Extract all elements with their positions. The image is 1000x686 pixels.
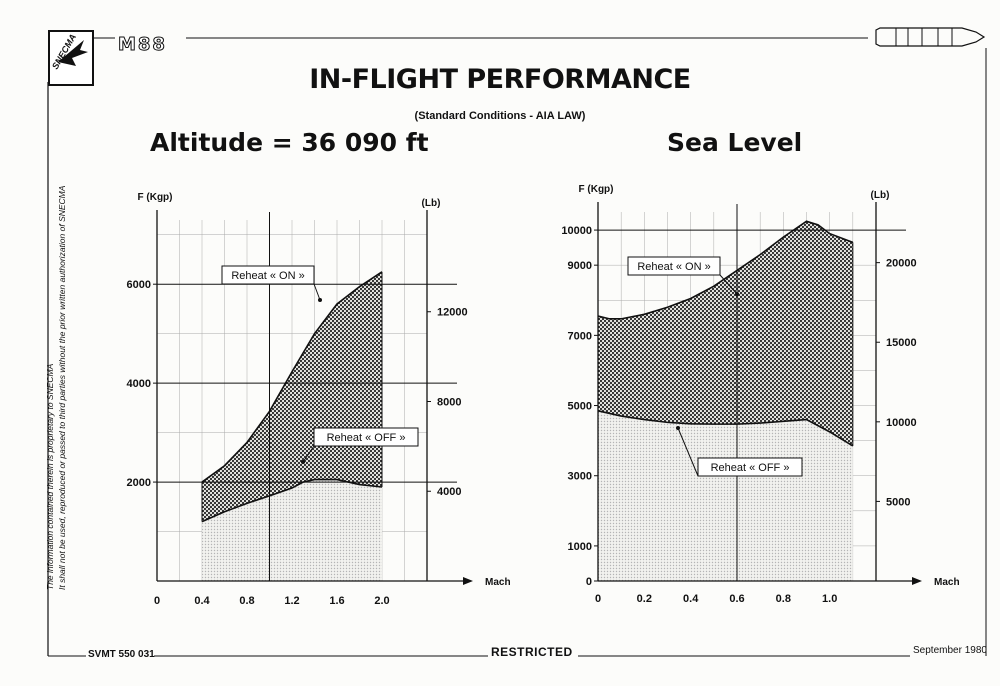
reheat-on-label-box — [627, 256, 721, 276]
x-tick-label: 0.8 — [239, 595, 254, 607]
x-tick-label: 0.4 — [683, 593, 699, 605]
reheat-off-label-leader — [302, 445, 315, 463]
y-left-tick-label: 4000 — [127, 378, 151, 390]
reheat-off-label: Reheat « OFF » — [327, 432, 406, 444]
y-right-axis-label: (Lb) — [871, 190, 890, 201]
doc-reference: SVMT 550 031 — [88, 649, 155, 660]
x-tick-label: 0.6 — [729, 593, 744, 605]
reheat-on-line — [201, 271, 383, 483]
y-right-axis-label: (Lb) — [422, 198, 441, 209]
y-left-tick-label: 2000 — [127, 477, 151, 489]
reheat-on-label-leader — [719, 274, 738, 295]
x-axis-label: Mach — [934, 577, 960, 588]
y-left-axis-label: F (Kgp) — [579, 184, 614, 195]
reheat-on-area — [202, 271, 382, 522]
reheat-on-label-arrowhead — [318, 298, 322, 302]
reheat-off-label-box — [313, 427, 419, 447]
reheat-on-label-box — [221, 265, 315, 285]
engine-silhouette-icon — [875, 27, 986, 47]
doc-date: September 1980 — [913, 645, 987, 656]
y-right-tick-label: 20000 — [886, 258, 917, 270]
reheat-off-label-box — [697, 457, 803, 477]
y-right-tick-label: 5000 — [886, 496, 910, 508]
reheat-on-label: Reheat « ON » — [231, 270, 304, 282]
reheat-on-label-leader — [313, 283, 321, 301]
reheat-off-label: Reheat « OFF » — [711, 462, 790, 474]
reheat-off-line — [597, 410, 854, 447]
reheat-off-label-leader — [677, 427, 699, 477]
classification-label: RESTRICTED — [491, 645, 573, 659]
y-right-tick-label: 10000 — [886, 417, 917, 429]
y-left-tick-label: 10000 — [561, 225, 592, 237]
reheat-off-label-arrowhead — [676, 426, 680, 430]
reheat-on-label-arrowhead — [735, 292, 739, 296]
y-left-tick-label: 6000 — [127, 279, 151, 291]
right-chart-title: Sea Level — [667, 128, 803, 157]
y-left-tick-label: 1000 — [568, 541, 592, 553]
engine-model: M88 — [118, 34, 167, 56]
x-axis-arrow — [912, 577, 922, 585]
y-right-tick-label: 4000 — [437, 486, 461, 498]
y-left-tick-label: 5000 — [568, 401, 592, 413]
x-tick-label: 0 — [154, 595, 160, 607]
y-left-tick-label: 7000 — [568, 330, 592, 342]
left-chart-title: Altitude = 36 090 ft — [150, 128, 429, 157]
reheat-off-label-arrowhead — [301, 460, 305, 464]
x-tick-label: 2.0 — [374, 595, 389, 607]
x-axis-arrow — [463, 577, 473, 585]
reheat-off-area — [202, 479, 382, 581]
reheat-on-line — [597, 220, 854, 320]
x-tick-label: 0.2 — [637, 593, 652, 605]
y-left-tick-label: 0 — [586, 576, 592, 588]
y-left-tick-label: 3000 — [568, 471, 592, 483]
y-left-tick-label: 9000 — [568, 260, 592, 272]
bird-logo-icon — [58, 40, 88, 66]
x-tick-label: 0.8 — [776, 593, 791, 605]
y-right-tick-label: 15000 — [886, 337, 917, 349]
x-tick-label: 1.2 — [284, 595, 299, 607]
y-right-tick-label: 12000 — [437, 307, 468, 319]
x-tick-label: 1.6 — [329, 595, 344, 607]
snecma-logo — [48, 30, 94, 86]
y-right-tick-label: 8000 — [437, 396, 461, 408]
page-title: IN-FLIGHT PERFORMANCE — [309, 64, 691, 95]
x-tick-label: 0 — [595, 593, 601, 605]
y-left-axis-label: F (Kgp) — [138, 192, 173, 203]
x-tick-label: 0.4 — [194, 595, 210, 607]
page-subtitle: (Standard Conditions - AIA LAW) — [414, 110, 586, 122]
x-tick-label: 1.0 — [822, 593, 837, 605]
reheat-on-area — [598, 221, 853, 446]
reheat-on-label: Reheat « ON » — [637, 261, 710, 273]
reheat-off-area — [598, 410, 853, 581]
x-axis-label: Mach — [485, 577, 511, 588]
